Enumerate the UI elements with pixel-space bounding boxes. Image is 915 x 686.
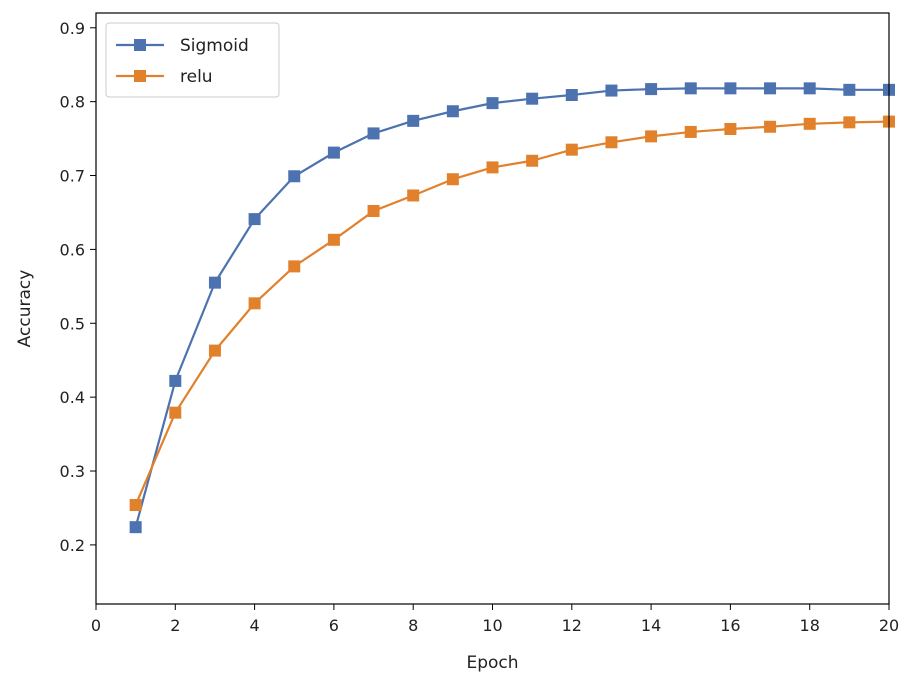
y-tick-label: 0.2	[60, 536, 85, 555]
y-tick-label: 0.6	[60, 240, 85, 259]
data-point	[327, 233, 340, 246]
y-tick-label: 0.4	[60, 388, 85, 407]
series-line	[134, 120, 890, 506]
x-tick-label: 20	[879, 616, 899, 635]
x-tick-label: 10	[482, 616, 502, 635]
legend-label: Sigmoid	[180, 36, 249, 56]
series-relu	[129, 115, 895, 512]
data-point	[764, 120, 777, 133]
legend-marker	[134, 39, 146, 51]
data-point	[645, 130, 658, 143]
data-point	[407, 189, 420, 202]
x-tick-label: 2	[170, 616, 180, 635]
legend-item-relu: relu	[116, 67, 213, 87]
x-axis: 0 2 4 6 8 10 12 14 16 18 20	[91, 604, 899, 635]
data-point	[208, 344, 221, 357]
data-point	[803, 82, 816, 95]
series-group	[129, 82, 895, 534]
data-point	[248, 213, 261, 226]
y-tick-label: 0.7	[60, 167, 85, 186]
data-point	[724, 82, 737, 95]
data-point	[645, 83, 658, 96]
data-point	[803, 117, 816, 130]
data-point	[486, 97, 499, 110]
data-point	[129, 499, 142, 512]
x-tick-label: 4	[250, 616, 260, 635]
data-point	[208, 276, 221, 289]
data-point	[288, 260, 301, 273]
y-tick-label: 0.3	[60, 462, 85, 481]
x-axis-label: Epoch	[466, 653, 518, 673]
x-tick-label: 16	[720, 616, 740, 635]
data-point	[288, 170, 301, 183]
data-point	[486, 161, 499, 174]
data-point	[724, 122, 737, 135]
x-tick-label: 0	[91, 616, 101, 635]
legend-box	[105, 22, 280, 98]
legend-item-sigmoid: Sigmoid	[116, 36, 249, 56]
data-point	[605, 136, 618, 149]
data-point	[169, 406, 182, 419]
series-line	[134, 87, 889, 528]
x-tick-label: 18	[800, 616, 820, 635]
data-point	[526, 154, 539, 167]
data-point	[565, 89, 578, 102]
x-tick-label: 14	[641, 616, 661, 635]
y-tick-label: 0.9	[60, 19, 85, 38]
data-point	[565, 143, 578, 156]
legend-label: relu	[180, 67, 213, 87]
data-point	[843, 83, 856, 96]
data-point	[843, 116, 856, 129]
data-point	[169, 374, 182, 387]
y-axis-label: Accuracy	[15, 270, 35, 348]
y-axis: 0.2 0.3 0.4 0.5 0.6 0.7 0.8 0.9	[60, 19, 96, 555]
data-point	[129, 521, 142, 534]
data-point	[327, 146, 340, 159]
data-point	[248, 297, 261, 310]
data-point	[764, 82, 777, 95]
x-tick-label: 12	[562, 616, 582, 635]
y-tick-label: 0.5	[60, 314, 85, 333]
data-point	[605, 84, 618, 97]
data-point	[367, 127, 380, 140]
legend-marker	[134, 70, 146, 82]
data-point	[684, 82, 697, 95]
series-sigmoid	[129, 82, 895, 534]
data-point	[684, 125, 697, 138]
x-tick-label: 6	[329, 616, 339, 635]
legend: Sigmoid relu	[105, 22, 280, 98]
y-tick-label: 0.8	[60, 93, 85, 112]
data-point	[367, 204, 380, 217]
data-point	[407, 114, 420, 127]
data-point	[446, 173, 459, 186]
data-point	[526, 92, 539, 105]
data-point	[446, 105, 459, 118]
x-tick-label: 8	[408, 616, 418, 635]
